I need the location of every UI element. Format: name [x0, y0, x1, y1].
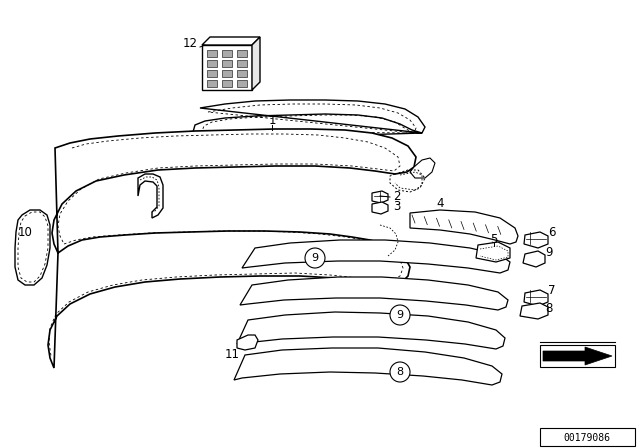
- Bar: [207, 50, 217, 57]
- Bar: [222, 80, 232, 87]
- Text: 4: 4: [436, 197, 444, 210]
- Polygon shape: [237, 312, 505, 349]
- Circle shape: [390, 305, 410, 325]
- Polygon shape: [252, 37, 260, 90]
- Polygon shape: [193, 100, 425, 140]
- Bar: [237, 70, 247, 77]
- Polygon shape: [372, 202, 388, 214]
- Polygon shape: [476, 242, 510, 262]
- Polygon shape: [240, 277, 508, 310]
- Polygon shape: [520, 303, 548, 319]
- Polygon shape: [138, 174, 163, 218]
- Bar: [207, 70, 217, 77]
- Polygon shape: [237, 335, 258, 350]
- Polygon shape: [410, 210, 518, 244]
- Text: 7: 7: [548, 284, 556, 297]
- Text: 11: 11: [225, 349, 239, 362]
- Circle shape: [305, 248, 325, 268]
- Text: 2: 2: [393, 190, 401, 202]
- Circle shape: [277, 240, 283, 246]
- Text: 10: 10: [17, 225, 33, 238]
- Polygon shape: [202, 37, 260, 45]
- Text: 9: 9: [396, 310, 404, 320]
- Circle shape: [287, 245, 293, 251]
- Polygon shape: [234, 348, 502, 385]
- Bar: [207, 80, 217, 87]
- Text: 12: 12: [182, 36, 198, 49]
- Bar: [237, 80, 247, 87]
- Polygon shape: [543, 347, 612, 365]
- Text: 6: 6: [548, 225, 556, 238]
- Circle shape: [390, 362, 410, 382]
- Text: 9: 9: [312, 253, 319, 263]
- Polygon shape: [524, 290, 548, 306]
- Polygon shape: [524, 232, 548, 248]
- Polygon shape: [410, 158, 435, 178]
- Bar: [222, 70, 232, 77]
- Bar: [207, 60, 217, 67]
- Text: 00179086: 00179086: [563, 433, 611, 443]
- Bar: [540, 345, 615, 367]
- Bar: [202, 45, 252, 90]
- Bar: [222, 60, 232, 67]
- Polygon shape: [523, 251, 545, 267]
- Text: 5: 5: [490, 233, 498, 246]
- Text: 8: 8: [545, 302, 553, 315]
- Text: 1: 1: [268, 113, 276, 126]
- Polygon shape: [372, 191, 388, 203]
- Polygon shape: [15, 210, 50, 285]
- Text: 8: 8: [396, 367, 404, 377]
- Bar: [237, 60, 247, 67]
- Polygon shape: [242, 240, 510, 273]
- Polygon shape: [48, 129, 416, 368]
- Bar: [540, 428, 635, 446]
- Bar: [222, 50, 232, 57]
- Bar: [237, 50, 247, 57]
- Text: 3: 3: [394, 199, 401, 212]
- Text: 9: 9: [545, 246, 553, 258]
